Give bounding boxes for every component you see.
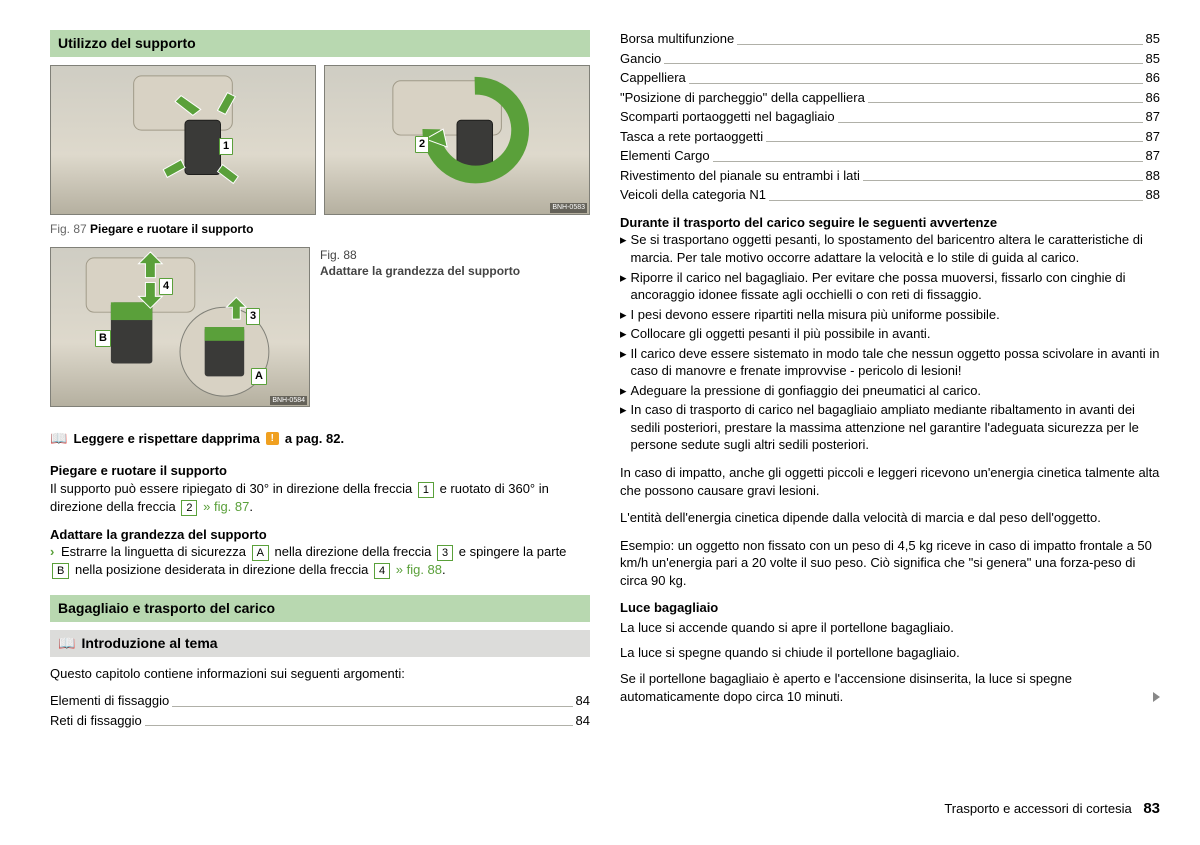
para: Esempio: un oggetto non fissato con un p… xyxy=(620,537,1160,590)
toc-item[interactable]: Rivestimento del pianale su entrambi i l… xyxy=(620,167,1160,185)
toc-item[interactable]: Elementi di fissaggio84 xyxy=(50,692,590,710)
bullet: ▸Il carico deve essere sistemato in modo… xyxy=(620,345,1160,380)
right-column: Borsa multifunzione85 Gancio85 Cappellie… xyxy=(620,30,1160,780)
warning-icon: ! xyxy=(266,432,279,445)
fig87-2-svg xyxy=(325,66,589,214)
figure-88-panel: 4 B 3 A BNH-0584 xyxy=(50,247,310,407)
figure-87-panel-1: 1 xyxy=(50,65,316,215)
figure-87-row: 1 2 BNH-0583 xyxy=(50,65,590,215)
figure-88-block: 4 B 3 A BNH-0584 Fig. 88 Adattare la gra… xyxy=(50,247,590,407)
bullet: ▸Adeguare la pressione di gonfiaggio dei… xyxy=(620,382,1160,400)
link-fig87[interactable]: » fig. 87 xyxy=(203,499,249,514)
sub-luce: Luce bagagliaio xyxy=(620,599,1160,617)
bullet: ▸Collocare gli oggetti pesanti il più po… xyxy=(620,325,1160,343)
toc-item[interactable]: Veicoli della categoria N188 xyxy=(620,186,1160,204)
toc-item[interactable]: Cappelliera86 xyxy=(620,69,1160,87)
book-icon: 📖 xyxy=(50,429,67,448)
bullet: ▸In caso di trasporto di carico nel baga… xyxy=(620,401,1160,454)
footer-section: Trasporto e accessori di cortesia xyxy=(944,801,1131,816)
toc-item[interactable]: Scomparti portaoggetti nel bagagliaio87 xyxy=(620,108,1160,126)
fig87-caption: Fig. 87 Piegare e ruotare il supporto xyxy=(50,221,590,237)
link-fig88[interactable]: » fig. 88 xyxy=(396,562,442,577)
figure-87-panel-2: 2 BNH-0583 xyxy=(324,65,590,215)
section-heading-bagagliaio: Bagagliaio e trasporto del carico xyxy=(50,595,590,622)
subsection-heading-intro: 📖 Introduzione al tema xyxy=(50,630,590,657)
book-icon: 📖 xyxy=(58,634,75,653)
left-column: Utilizzo del supporto 1 xyxy=(50,30,590,780)
callout-2: 2 xyxy=(415,136,429,153)
caret-icon: › xyxy=(50,544,54,559)
image-code-1: BNH-0583 xyxy=(550,203,587,212)
para: L'entità dell'energia cinetica dipende d… xyxy=(620,509,1160,527)
toc-item[interactable]: Reti di fissaggio84 xyxy=(50,712,590,730)
toc-item[interactable]: "Posizione di parcheggio" della cappelli… xyxy=(620,89,1160,107)
page-number: 83 xyxy=(1143,800,1160,817)
para: In caso di impatto, anche gli oggetti pi… xyxy=(620,464,1160,499)
callout-A: A xyxy=(251,368,267,385)
callout-3: 3 xyxy=(246,308,260,325)
warning-heading: Durante il trasporto del carico seguire … xyxy=(620,214,1160,232)
fig88-caption: Fig. 88 Adattare la grandezza del suppor… xyxy=(320,247,590,407)
continue-icon xyxy=(1153,692,1160,702)
para-with-continue: Se il portellone bagagliaio è aperto e l… xyxy=(620,670,1160,705)
intro-para: Questo capitolo contiene informazioni su… xyxy=(50,665,590,683)
bullet: ▸Se si trasportano oggetti pesanti, lo s… xyxy=(620,231,1160,266)
toc-item[interactable]: Elementi Cargo87 xyxy=(620,147,1160,165)
callout-4: 4 xyxy=(159,278,173,295)
fig87-1-svg xyxy=(51,66,315,214)
para: La luce si spegne quando si chiude il po… xyxy=(620,644,1160,662)
toc-item[interactable]: Tasca a rete portaoggetti87 xyxy=(620,128,1160,146)
fig88-svg xyxy=(51,248,309,406)
callout-1: 1 xyxy=(219,138,233,155)
page-footer: Trasporto e accessori di cortesia 83 xyxy=(0,800,1200,817)
toc-item[interactable]: Borsa multifunzione85 xyxy=(620,30,1160,48)
section-heading-utilizzo: Utilizzo del supporto xyxy=(50,30,590,57)
bullet: ▸Riporre il carico nel bagagliaio. Per e… xyxy=(620,269,1160,304)
callout-B: B xyxy=(95,330,111,347)
sub-adattare: Adattare la grandezza del supporto › Est… xyxy=(50,526,590,580)
para: La luce si accende quando si apre il por… xyxy=(620,619,1160,637)
bullet: ▸I pesi devono essere ripartiti nella mi… xyxy=(620,306,1160,324)
read-first-notice: 📖 Leggere e rispettare dapprima ! a pag.… xyxy=(50,429,590,448)
sub-piegare: Piegare e ruotare il supporto Il support… xyxy=(50,462,590,516)
toc-item[interactable]: Gancio85 xyxy=(620,50,1160,68)
image-code-2: BNH-0584 xyxy=(270,396,307,405)
